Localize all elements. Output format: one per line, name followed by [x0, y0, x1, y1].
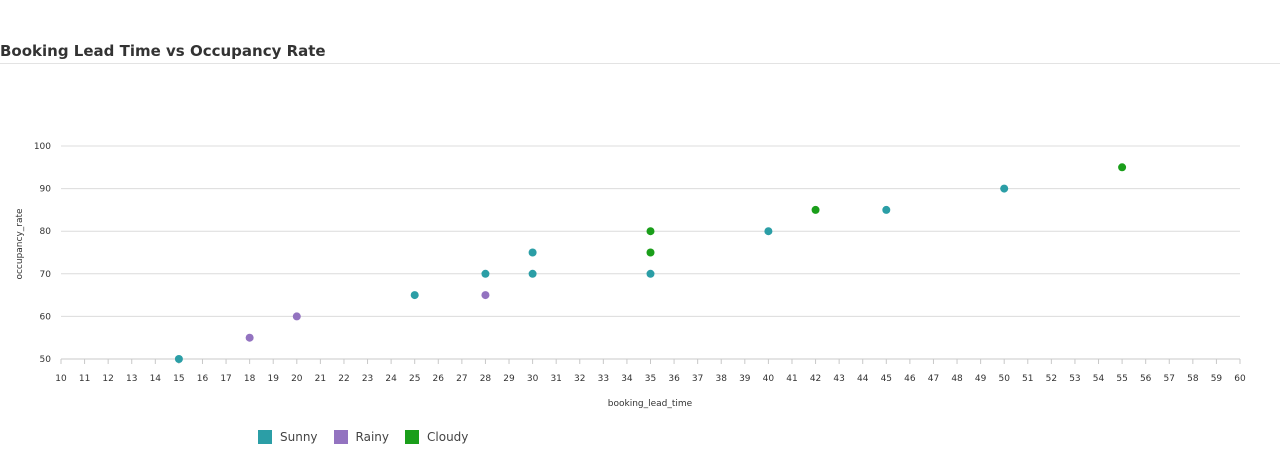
x-tick-label: 45: [881, 374, 892, 384]
scatter-point-cloudy[interactable]: [811, 205, 820, 214]
x-tick-label: 53: [1069, 374, 1080, 384]
x-tick-label: 11: [79, 374, 90, 384]
x-tick-label: 22: [338, 374, 349, 384]
scatter-point-cloudy[interactable]: [646, 248, 655, 257]
x-tick-label: 30: [527, 374, 539, 384]
legend-label: Rainy: [355, 430, 390, 444]
scatter-point-sunny[interactable]: [481, 269, 490, 278]
x-tick-label: 37: [692, 374, 703, 384]
x-tick-label: 41: [786, 374, 797, 384]
title-divider: [0, 63, 1280, 64]
x-tick-label: 59: [1211, 374, 1223, 384]
x-tick-label: 12: [102, 374, 113, 384]
legend-item-cloudy[interactable]: Cloudy: [405, 430, 468, 444]
x-tick-label: 51: [1022, 374, 1033, 384]
scatter-point-sunny[interactable]: [174, 355, 183, 363]
legend-swatch: [258, 430, 272, 444]
x-tick-label: 58: [1187, 374, 1199, 384]
scatter-point-sunny[interactable]: [528, 269, 537, 278]
x-tick-label: 40: [763, 374, 775, 384]
x-tick-label: 16: [197, 374, 209, 384]
x-tick-label: 13: [126, 374, 137, 384]
x-tick-label: 33: [598, 374, 609, 384]
x-tick-label: 52: [1046, 374, 1057, 384]
x-tick-label: 27: [456, 374, 467, 384]
legend-label: Cloudy: [427, 430, 469, 444]
legend-item-rainy[interactable]: Rainy: [333, 430, 390, 444]
x-tick-label: 31: [550, 374, 561, 384]
x-tick-label: 19: [267, 374, 279, 384]
x-tick-label: 34: [621, 374, 633, 384]
y-tick-label: 100: [34, 142, 51, 152]
x-axis: 10 11 12 13 14 15 16 17 18 19 20 21 22 23 24 25 26 27 28 29…: [55, 358, 1246, 384]
y-tick-label: 60: [40, 312, 52, 322]
chart-legend: Sunny Rainy Cloudy: [258, 430, 468, 444]
x-tick-label: 18: [244, 374, 256, 384]
x-tick-label: 15: [173, 374, 184, 384]
x-tick-label: 44: [857, 374, 869, 384]
y-tick-label: 80: [40, 227, 52, 237]
x-tick-label: 25: [409, 374, 420, 384]
x-axis-label: booking_lead_time: [608, 399, 693, 409]
legend-label: Sunny: [280, 430, 318, 444]
x-tick-label: 24: [385, 374, 397, 384]
legend-item-sunny[interactable]: Sunny: [258, 430, 318, 444]
x-tick-label: 36: [668, 374, 680, 384]
x-tick-label: 39: [739, 374, 751, 384]
x-tick-label: 38: [716, 374, 728, 384]
x-tick-label: 42: [810, 374, 821, 384]
scatter-point-cloudy[interactable]: [1118, 163, 1127, 172]
scatter-point-rainy[interactable]: [481, 291, 490, 300]
scatter-point-sunny[interactable]: [1000, 184, 1009, 193]
x-tick-label: 49: [975, 374, 987, 384]
scatter-point-rainy[interactable]: [245, 333, 254, 342]
x-tick-label: 60: [1234, 374, 1246, 384]
scatter-point-sunny[interactable]: [882, 205, 891, 214]
y-tick-label: 70: [40, 270, 52, 280]
x-tick-label: 20: [291, 374, 303, 384]
scatter-point-sunny[interactable]: [646, 269, 655, 278]
y-axis-label: occupancy_rate: [15, 208, 25, 280]
scatter-point-sunny[interactable]: [764, 227, 773, 236]
x-tick-label: 46: [904, 374, 916, 384]
scatter-point-sunny[interactable]: [410, 291, 419, 300]
x-tick-label: 54: [1093, 374, 1105, 384]
scatter-point-sunny[interactable]: [528, 248, 537, 257]
y-tick-label: 50: [40, 355, 52, 365]
chart-title: Booking Lead Time vs Occupancy Rate: [0, 42, 326, 60]
x-tick-label: 23: [362, 374, 373, 384]
x-tick-label: 35: [645, 374, 656, 384]
x-tick-label: 17: [220, 374, 231, 384]
y-tick-label: 90: [40, 185, 52, 195]
x-tick-label: 43: [833, 374, 844, 384]
scatter-point-rainy[interactable]: [292, 312, 301, 321]
x-tick-label: 32: [574, 374, 585, 384]
legend-swatch: [333, 430, 348, 444]
legend-swatch: [405, 430, 420, 444]
x-tick-label: 56: [1140, 374, 1152, 384]
x-tick-label: 55: [1116, 374, 1127, 384]
x-tick-label: 29: [503, 374, 515, 384]
x-tick-label: 10: [55, 374, 67, 384]
y-axis: 50 60 70 80 90 100: [34, 142, 51, 365]
x-tick-label: 14: [150, 374, 162, 384]
x-tick-label: 57: [1164, 374, 1175, 384]
data-points: [174, 163, 1127, 363]
scatter-point-cloudy[interactable]: [646, 227, 655, 236]
x-tick-label: 26: [433, 374, 445, 384]
x-tick-label: 47: [928, 374, 939, 384]
x-tick-label: 48: [951, 374, 963, 384]
x-tick-label: 50: [998, 374, 1010, 384]
x-tick-label: 21: [315, 374, 326, 384]
x-tick-label: 28: [480, 374, 492, 384]
